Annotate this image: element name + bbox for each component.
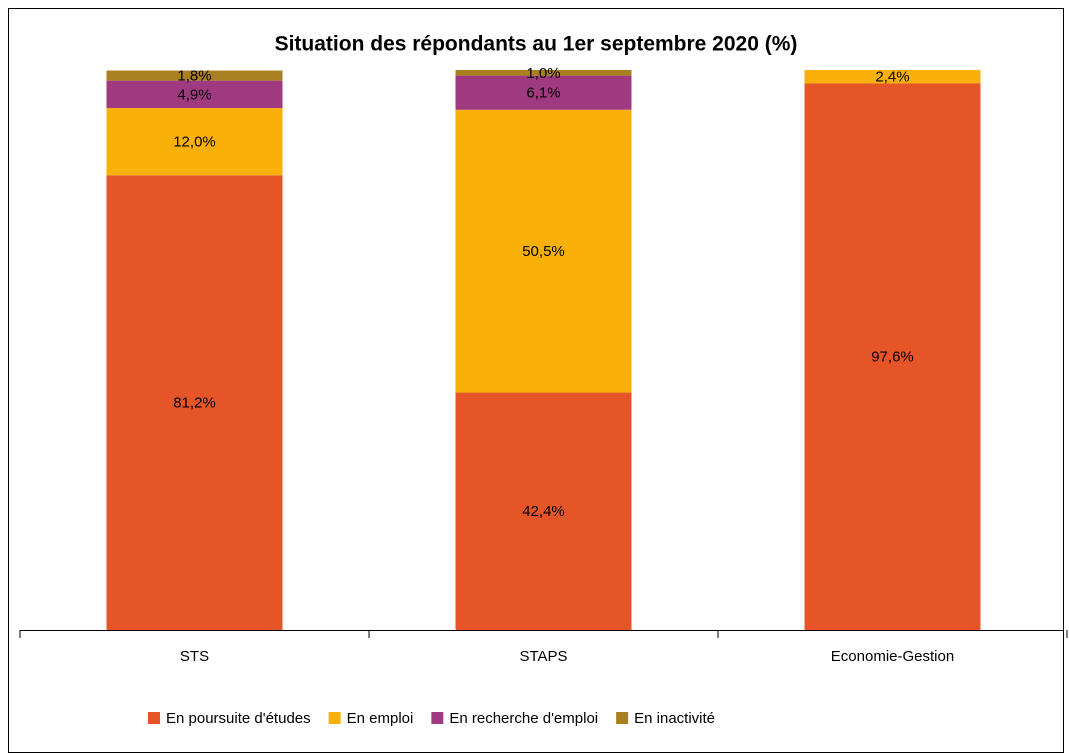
bar-segment [106, 80, 283, 109]
bar-segment [106, 70, 283, 81]
bar-segment [106, 108, 283, 176]
legend-swatch [431, 712, 444, 724]
data-label: 81,2% [173, 395, 216, 412]
data-label: 42,4% [522, 503, 565, 520]
legend-swatch [148, 712, 160, 724]
bar-segment [455, 109, 632, 393]
legend-label: En poursuite d'études [166, 710, 311, 727]
legend-swatch [328, 712, 341, 724]
bar-segment [804, 83, 981, 630]
legend-label: En emploi [347, 710, 414, 727]
data-label: 1,8% [177, 68, 211, 85]
data-label: 97,6% [871, 349, 914, 366]
x-tick-label: STS [180, 648, 209, 665]
legend-label: En inactivité [634, 710, 715, 727]
bar-segment [804, 70, 981, 84]
data-label: 6,1% [526, 85, 560, 102]
x-tick-label: Economie-Gestion [831, 648, 954, 665]
data-label: 12,0% [173, 134, 216, 151]
chart-title: Situation des répondants au 1er septembr… [275, 33, 798, 56]
legend-label: En recherche d'emploi [449, 710, 598, 727]
x-tick-label: STAPS [519, 648, 567, 665]
bar-segment [106, 175, 283, 630]
bar-segment [455, 70, 632, 76]
data-label: 2,4% [875, 69, 909, 86]
bar-segment [455, 75, 632, 110]
data-label: 4,9% [177, 86, 211, 103]
legend-swatch [616, 712, 629, 724]
data-label: 1,0% [526, 65, 560, 82]
data-label: 50,5% [522, 243, 565, 260]
bar-segment [455, 392, 632, 630]
